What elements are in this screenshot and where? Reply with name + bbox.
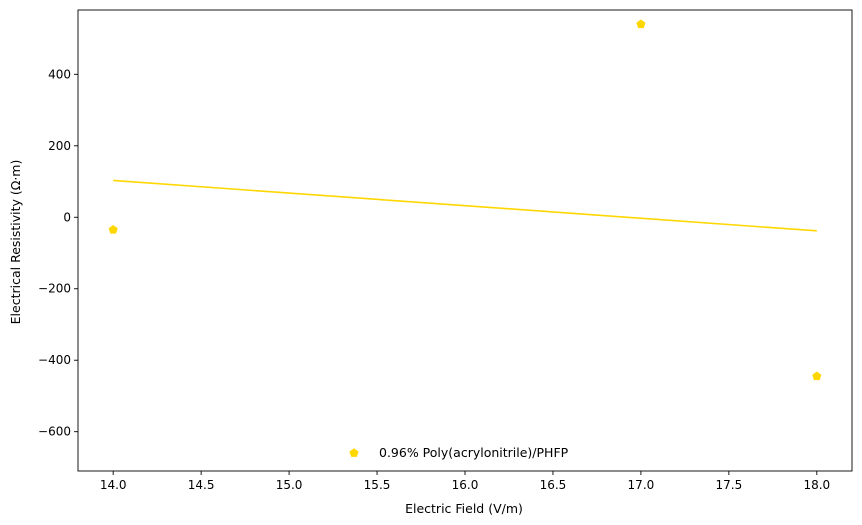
data-point xyxy=(108,224,118,234)
x-axis-ticks: 14.0 14.5 15.0 15.5 16.0 16.5 17.0 17.5 18.0 xyxy=(100,471,830,492)
legend-marker xyxy=(349,448,359,457)
y-tick-label: −200 xyxy=(38,282,71,296)
x-tick-label: 15.5 xyxy=(364,478,391,492)
x-tick-label: 16.5 xyxy=(540,478,567,492)
legend: 0.96% Poly(acrylonitrile)/PHFP xyxy=(349,445,569,460)
y-tick-label: 200 xyxy=(48,139,71,153)
data-point xyxy=(636,19,646,29)
x-tick-label: 14.0 xyxy=(100,478,127,492)
data-points xyxy=(108,19,822,381)
y-axis-ticks: −600 −400 −200 0 200 400 xyxy=(38,67,78,439)
x-tick-label: 16.0 xyxy=(452,478,479,492)
x-tick-label: 15.0 xyxy=(276,478,303,492)
plot-frame xyxy=(77,9,853,472)
trend-line-group xyxy=(113,179,817,232)
x-axis-label: Electric Field (V/m) xyxy=(405,501,523,516)
x-tick-label: 18.0 xyxy=(803,478,830,492)
y-axis-label: Electrical Resistivity (Ω·m) xyxy=(8,160,23,325)
x-tick-label: 17.0 xyxy=(628,478,655,492)
data-point xyxy=(812,371,822,381)
y-tick-label: −600 xyxy=(38,425,71,439)
y-tick-label: −400 xyxy=(38,353,71,367)
legend-marker-icon xyxy=(349,448,359,457)
x-tick-label: 14.5 xyxy=(188,478,215,492)
trend-line xyxy=(113,179,817,232)
y-tick-label: 0 xyxy=(63,210,71,224)
legend-label: 0.96% Poly(acrylonitrile)/PHFP xyxy=(379,445,569,460)
x-tick-label: 17.5 xyxy=(716,478,743,492)
y-tick-label: 400 xyxy=(48,67,71,81)
